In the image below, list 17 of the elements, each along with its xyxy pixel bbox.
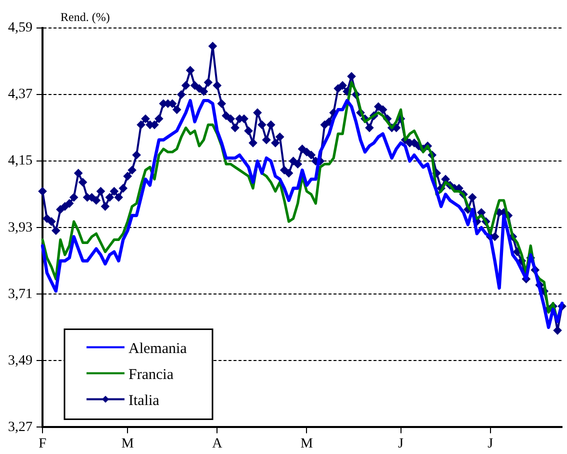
x-tick-label: M [121, 436, 134, 452]
y-tick-label: 3,93 [8, 220, 32, 236]
x-tick-label: A [212, 436, 224, 452]
y-tick-label: 4,15 [8, 154, 32, 169]
x-tick-label: M [300, 436, 314, 452]
y-tick-label: 4,59 [8, 20, 32, 36]
x-tick-label: J [398, 436, 404, 452]
legend-label: Italia [128, 393, 160, 410]
legend-label: Alemania [128, 341, 188, 358]
x-tick-label: F [38, 436, 47, 452]
y-tick-label: 3,49 [8, 353, 32, 368]
y-axis-title: Rend. (%) [60, 10, 110, 24]
legend-label: Francia [128, 367, 174, 384]
y-tick-label: 4,37 [8, 87, 32, 102]
y-tick-label: 3,27 [8, 420, 32, 435]
y-tick-label: 3,71 [8, 286, 32, 302]
x-tick-label: J [488, 436, 494, 452]
